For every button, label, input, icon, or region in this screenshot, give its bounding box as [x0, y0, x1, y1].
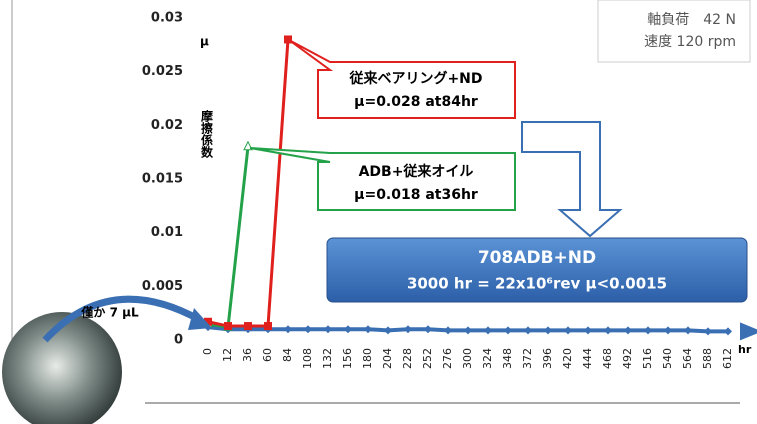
x-tick-label: 396 [541, 348, 554, 369]
result-value: 3000 hr = 22x10⁶rev μ<0.0015 [407, 275, 667, 293]
red-callout-name: 従来ベアリング+ND [348, 70, 482, 87]
oil-text: 僅か 7 μL [80, 305, 139, 320]
marker [644, 326, 652, 334]
x-tick-label: 156 [341, 348, 354, 369]
marker [504, 326, 512, 334]
x-tick-label: 36 [241, 348, 254, 362]
speed-text: 速度 120 rpm [644, 34, 736, 50]
green-callout-value: μ=0.018 at36hr [354, 187, 478, 203]
y-tick-label: 0.005 [142, 279, 183, 294]
oil-photo [2, 312, 122, 424]
marker [264, 322, 272, 330]
x-axis-label: hr [738, 343, 752, 356]
x-tick-label: 372 [521, 348, 534, 369]
x-tick-label: 276 [441, 348, 454, 369]
x-tick-label: 132 [321, 348, 334, 369]
marker [564, 326, 572, 334]
x-tick-label: 252 [421, 348, 434, 369]
load-text: 軸負荷 42 N [647, 12, 736, 28]
series-line [208, 147, 248, 327]
marker [224, 322, 232, 330]
marker [724, 327, 732, 335]
x-tick-label: 228 [401, 348, 414, 369]
arrow-head [740, 322, 757, 340]
x-tick-label: 12 [221, 348, 234, 362]
x-tick-label: 420 [561, 348, 574, 369]
x-tick-label: 468 [601, 348, 614, 369]
marker [424, 325, 432, 333]
y-tick-label: 0 [174, 333, 183, 348]
series-line [208, 39, 288, 326]
y-axis-label: 摩擦係数 [200, 109, 214, 159]
x-tick-label: 612 [721, 348, 734, 369]
marker [284, 325, 292, 333]
marker [704, 327, 712, 335]
y-tick-label: 0.03 [151, 11, 183, 26]
x-tick-label: 540 [661, 348, 674, 369]
x-tick-label: 300 [461, 348, 474, 369]
y-tick-label: 0.025 [142, 64, 183, 79]
marker [604, 326, 612, 334]
x-tick-label: 204 [381, 348, 394, 369]
marker [444, 326, 452, 334]
marker [524, 326, 532, 334]
marker [404, 325, 412, 333]
marker [624, 326, 632, 334]
turn-arrow [522, 122, 620, 236]
red-callout-value: μ=0.028 at84hr [354, 94, 478, 110]
x-tick-label: 588 [701, 348, 714, 369]
condition-box [598, 0, 750, 62]
marker [484, 326, 492, 334]
y-tick-label: 0.01 [151, 225, 183, 240]
marker [544, 326, 552, 334]
result-name: 708ADB+ND [478, 248, 596, 268]
marker [384, 326, 392, 334]
x-tick-label: 348 [501, 348, 514, 369]
y-tick-label: 0.02 [151, 118, 183, 133]
marker [344, 325, 352, 333]
x-tick-label: 60 [261, 348, 274, 362]
marker [304, 325, 312, 333]
x-tick-label: 444 [581, 348, 594, 369]
green-callout-name: ADB+従来オイル [359, 163, 474, 180]
marker [324, 325, 332, 333]
marker [584, 326, 592, 334]
marker [464, 326, 472, 334]
x-tick-label: 108 [301, 348, 314, 369]
x-tick-label: 0 [201, 348, 214, 355]
x-tick-label: 84 [281, 348, 294, 362]
marker [664, 326, 672, 334]
x-tick-label: 180 [361, 348, 374, 369]
y-tick-label: 0.015 [142, 172, 183, 187]
marker [244, 322, 252, 330]
x-tick-label: 564 [681, 348, 694, 369]
x-tick-label: 516 [641, 348, 654, 369]
chart: 0 0.005 0.01 0.015 0.02 0.025 0.03 0 12 36 60 84 108… [0, 0, 757, 424]
marker [684, 326, 692, 334]
x-tick-label: 324 [481, 348, 494, 369]
y-axis-symbol: μ [200, 35, 209, 49]
marker [364, 325, 372, 333]
x-tick-label: 492 [621, 348, 634, 369]
